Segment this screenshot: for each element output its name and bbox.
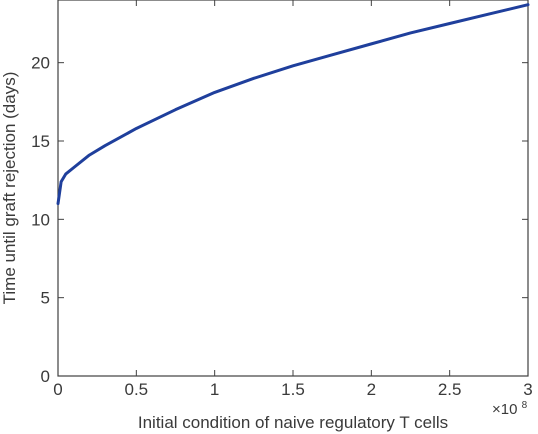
x-tick-label: 1.5	[281, 380, 305, 399]
x-axis-multiplier-base: ×10	[492, 401, 517, 418]
x-tick-label: 3	[523, 380, 532, 399]
x-tick-label: 0.5	[125, 380, 149, 399]
y-axis-label: Time until graft rejection (days)	[0, 72, 19, 305]
x-tick-label: 1	[210, 380, 219, 399]
x-axis-multiplier: ×10 8	[492, 400, 528, 418]
series-line	[56, 3, 530, 206]
x-tick-label: 0	[53, 380, 62, 399]
y-tick-label: 0	[41, 367, 50, 386]
plot-background	[58, 0, 528, 376]
y-tick-label: 10	[31, 210, 50, 229]
x-axis-label: Initial condition of naive regulatory T …	[138, 413, 448, 432]
y-tick-label: 20	[31, 54, 50, 73]
x-axis-ticks: 0 0.5 1 1.5 2 2.5 3	[53, 0, 533, 399]
x-tick-label: 2	[367, 380, 376, 399]
y-tick-label: 15	[31, 132, 50, 151]
y-axis-ticks: 0 5 10 15 20	[31, 54, 528, 386]
x-axis-multiplier-exponent: 8	[522, 400, 528, 411]
x-tick-label: 2.5	[438, 380, 462, 399]
y-tick-label: 5	[41, 289, 50, 308]
